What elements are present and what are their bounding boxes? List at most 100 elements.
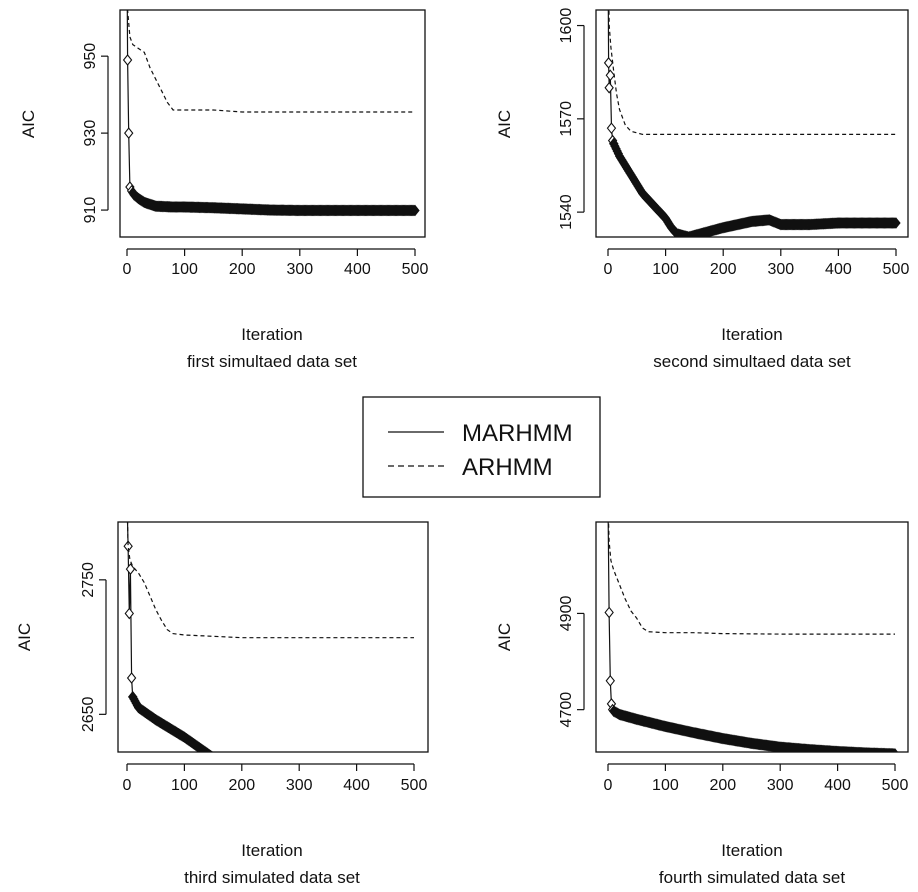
series-marhmm-marker <box>296 766 304 776</box>
x-tick-label: 100 <box>652 261 679 278</box>
series-marhmm-marker <box>288 766 296 776</box>
series-marhmm-marker <box>327 764 335 774</box>
series-marhmm-marker <box>363 764 371 774</box>
series-marhmm-marker <box>328 764 336 774</box>
plot-area <box>122 10 420 217</box>
x-tick-label: 100 <box>171 261 198 278</box>
x-tick-label: 0 <box>123 261 132 278</box>
series-marhmm-marker <box>275 766 283 776</box>
y-tick-label: 2750 <box>80 562 97 598</box>
x-tick-label: 500 <box>882 777 909 794</box>
series-marhmm-marker <box>311 765 319 775</box>
series-marhmm-marker <box>276 766 284 776</box>
plot-box <box>119 9 426 238</box>
series-marhmm-marker <box>306 765 314 775</box>
x-axis-title: Iteration <box>721 841 782 860</box>
x-tick-label: 300 <box>767 777 794 794</box>
series-marhmm-marker <box>357 764 365 774</box>
series-marhmm-marker <box>260 765 268 775</box>
series-marhmm-marker <box>219 756 227 766</box>
series-marhmm-marker <box>307 765 315 775</box>
series-marhmm-marker <box>253 765 261 775</box>
series-marhmm-marker <box>241 763 249 773</box>
series-marhmm-marker <box>310 765 318 775</box>
series-marhmm-marker <box>211 753 219 763</box>
series-marhmm-marker <box>323 765 331 775</box>
series-marhmm-marker <box>233 761 241 771</box>
series-marhmm-marker <box>123 494 131 504</box>
series-arhmm-line <box>126 10 415 113</box>
panel-second: 0 100 200 300 400 500 1540 1570 1600 Iteration s… <box>495 8 909 371</box>
series-marhmm-marker <box>314 765 322 775</box>
x-tick-label: 200 <box>710 261 737 278</box>
series-marhmm-marker <box>338 764 346 774</box>
series-marhmm-marker <box>285 766 293 776</box>
series-marhmm-marker <box>324 764 332 774</box>
series-marhmm-marker <box>370 764 378 774</box>
series-marhmm-marker <box>281 766 289 776</box>
series-marhmm-marker <box>369 764 377 774</box>
series-marhmm-marker <box>262 765 270 775</box>
series-marhmm-marker <box>359 764 367 774</box>
y-tick-label: 1570 <box>558 101 575 137</box>
series-marhmm-marker <box>277 766 285 776</box>
x-tick-label: 500 <box>401 777 428 794</box>
series-marhmm-marker <box>224 758 232 768</box>
series-marhmm-marker <box>249 764 257 774</box>
series-marhmm-marker <box>330 764 338 774</box>
series-marhmm-marker <box>891 748 899 752</box>
series-marhmm-marker <box>234 762 242 772</box>
series-marhmm-marker <box>214 754 222 764</box>
y-axis-title: AIC <box>495 623 514 651</box>
series-marhmm-marker <box>379 764 387 774</box>
panel-fourth: 0 100 200 300 400 500 4700 4900 Iteration fourt… <box>495 521 909 887</box>
x-axis-title: Iteration <box>241 841 302 860</box>
series-marhmm-marker <box>308 765 316 775</box>
series-marhmm-marker <box>252 764 260 774</box>
x-tick-label: 200 <box>228 777 255 794</box>
panel-third: 0 100 200 300 400 500 2650 2750 Iteration third… <box>15 494 429 887</box>
series-marhmm-marker <box>389 764 397 774</box>
axes: 0 100 200 300 400 500 910 930 950 <box>82 10 428 278</box>
x-tick-label: 200 <box>709 777 736 794</box>
y-tick-label: 910 <box>82 197 99 224</box>
series-marhmm-marker <box>263 766 271 776</box>
series-marhmm-marker <box>358 764 366 774</box>
panel-subtitle: first simultaed data set <box>187 352 357 371</box>
x-axis-title: Iteration <box>241 325 302 344</box>
series-marhmm-marker <box>247 764 255 774</box>
series-marhmm-marker <box>315 765 323 775</box>
x-tick-label: 0 <box>604 777 613 794</box>
series-marhmm-marker <box>386 764 394 774</box>
series-marhmm-marker <box>245 764 253 774</box>
series-marhmm-marker <box>309 765 317 775</box>
panel-subtitle: fourth simulated data set <box>659 868 845 887</box>
series-marhmm-marker <box>239 763 247 773</box>
series-marhmm-marker <box>223 758 231 768</box>
series-marhmm-marker <box>361 764 369 774</box>
legend-box <box>362 396 601 498</box>
series-marhmm-marker <box>343 764 351 774</box>
x-tick-label: 400 <box>824 777 851 794</box>
series-marhmm-marker <box>126 672 137 684</box>
series-marhmm-marker <box>122 54 133 66</box>
series-marhmm-marker <box>342 764 350 774</box>
series-marhmm-marker <box>125 563 136 575</box>
series-marhmm-marker <box>605 69 616 82</box>
y-axis-title: AIC <box>15 623 34 651</box>
series-marhmm-line <box>126 10 415 212</box>
series-marhmm-marker <box>337 764 345 774</box>
series-marhmm-marker <box>403 764 411 774</box>
series-marhmm-marker <box>341 764 349 774</box>
series-marhmm-marker <box>384 764 392 774</box>
series-marhmm-marker <box>387 764 395 774</box>
series-marhmm-marker <box>396 764 404 774</box>
axes: 0 100 200 300 400 500 1540 1570 1600 <box>558 8 909 278</box>
x-tick-label: 300 <box>767 261 794 278</box>
series-marhmm-marker <box>604 606 614 619</box>
x-tick-label: 400 <box>343 777 370 794</box>
series-marhmm-marker <box>319 765 327 775</box>
series-marhmm-marker <box>304 765 312 775</box>
x-axis-title: Iteration <box>721 325 782 344</box>
plot-box <box>117 521 429 753</box>
